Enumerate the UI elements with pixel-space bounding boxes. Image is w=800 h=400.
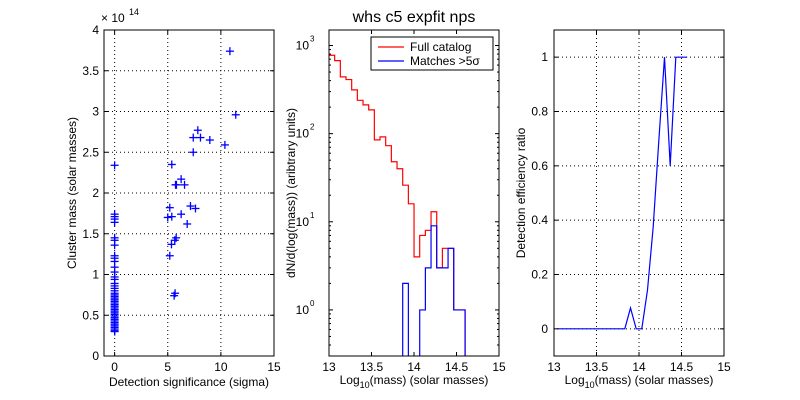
scatter-xtick-label: 15 — [267, 360, 281, 374]
histogram-ytick-exp: 2 — [310, 123, 315, 132]
scatter-point — [183, 219, 192, 228]
efficiency-line — [556, 56, 688, 330]
efficiency-ytick-label: 1 — [541, 50, 548, 64]
figure-title: whs c5 expfit nps — [352, 9, 476, 26]
scatter-point — [167, 240, 176, 249]
histogram-axes-box — [328, 29, 500, 357]
histogram-xtick-label: 14.5 — [445, 360, 469, 374]
histogram-ytick-label: 10 — [296, 39, 310, 53]
scatter-ytick-label: 2 — [92, 186, 99, 200]
efficiency-xlabel-sub: 10 — [585, 380, 595, 390]
histogram-xtick-label: 14 — [407, 360, 421, 374]
efficiency-xtick-label: 14 — [632, 360, 646, 374]
scatter-ytick-label: 0 — [92, 349, 99, 363]
scatter-ytick-label: 0.5 — [82, 308, 99, 322]
histogram-ytick-exp: 0 — [310, 299, 315, 308]
scatter-point — [110, 327, 119, 336]
scatter-ytick-label: 3 — [92, 105, 99, 119]
histogram-series-0 — [329, 54, 466, 356]
efficiency-xtick-label: 14.5 — [670, 360, 694, 374]
scatter-panel: 0 5 10 15 0 0.5 1 1.5 2 2.5 3 3.5 4 × 10 14 Detectio… — [65, 7, 281, 389]
efficiency-xtick-label: 13 — [547, 360, 561, 374]
efficiency-panel: 13 13.5 14 14.5 15 0 0.2 0.4 0.6 0.8 1 Log10(mass)… — [514, 29, 731, 390]
histogram-ytick-label: 10 — [296, 127, 310, 141]
histogram-xlabel: Log10(mass) (solar masses) — [340, 373, 489, 390]
scatter-point — [170, 236, 179, 245]
scatter-grid — [104, 29, 275, 357]
efficiency-xtick-label: 15 — [717, 360, 731, 374]
efficiency-ytick-label: 0.4 — [531, 213, 548, 227]
scatter-point — [189, 148, 198, 157]
histogram-ylabel: dN/d(log(mass)) (aribtrary units) — [284, 108, 298, 278]
efficiency-ylabel: Detection efficiency ratio — [514, 127, 528, 258]
scatter-point — [205, 136, 214, 145]
scatter-point — [165, 251, 174, 260]
histogram-steps — [329, 54, 466, 356]
scatter-point — [220, 140, 229, 149]
efficiency-ytick-label: 0 — [541, 322, 548, 336]
legend-label-matches: Matches >5σ — [410, 54, 480, 68]
scatter-points — [110, 47, 240, 336]
scatter-point — [177, 210, 186, 219]
legend-label-full-catalog: Full catalog — [410, 40, 471, 54]
scatter-xtick-label: 5 — [164, 360, 171, 374]
histogram-ytick-exp: 1 — [310, 211, 315, 220]
scatter-xtick-label: 10 — [214, 360, 228, 374]
efficiency-grid — [553, 30, 725, 356]
scatter-point — [167, 160, 176, 169]
efficiency-ytick-label: 0.2 — [531, 268, 548, 282]
scatter-point — [165, 203, 174, 212]
scatter-point — [110, 218, 119, 227]
scatter-point — [193, 126, 202, 135]
histogram-legend: Full catalog Matches >5σ — [370, 36, 494, 71]
scatter-xlabel: Detection significance (sigma) — [109, 375, 269, 389]
legend-box — [370, 36, 494, 71]
scatter-point — [170, 291, 179, 300]
scatter-point — [180, 180, 189, 189]
efficiency-ytick-label: 0.8 — [531, 105, 548, 119]
scatter-point — [189, 133, 198, 142]
scatter-ticks: 0 5 10 15 0 0.5 1 1.5 2 2.5 3 3.5 4 — [82, 23, 281, 374]
scatter-point — [196, 133, 205, 142]
efficiency-xlabel: Log10(mass) (solar masses) — [565, 373, 714, 390]
histogram-xlabel-rest: (mass) (solar masses) — [370, 373, 489, 387]
scatter-multiplier: × 10 — [101, 11, 125, 25]
scatter-point — [167, 212, 176, 221]
scatter-point — [177, 175, 186, 184]
scatter-point — [191, 204, 200, 213]
scatter-point — [225, 47, 234, 56]
efficiency-xlabel-base: Log — [565, 373, 585, 387]
efficiency-ticks: 13 13.5 14 14.5 15 0 0.2 0.4 0.6 0.8 1 — [531, 30, 731, 374]
scatter-point — [231, 110, 240, 119]
efficiency-line-group — [556, 56, 688, 330]
efficiency-ytick-label: 0.6 — [531, 159, 548, 173]
efficiency-xtick-label: 13.5 — [585, 360, 609, 374]
histogram-xtick-label: 15 — [492, 360, 506, 374]
histogram-xlabel-sub: 10 — [360, 380, 370, 390]
histogram-ytick-label: 10 — [296, 215, 310, 229]
scatter-point — [186, 202, 195, 211]
scatter-ytick-label: 3.5 — [82, 64, 99, 78]
scatter-ylabel: Cluster mass (solar masses) — [65, 117, 79, 269]
histogram-ytick-exp: 3 — [310, 35, 315, 44]
scatter-ytick-label: 1.5 — [82, 227, 99, 241]
efficiency-xlabel-rest: (mass) (solar masses) — [595, 373, 714, 387]
histogram-series-1 — [402, 225, 466, 356]
histogram-xtick-label: 13 — [322, 360, 336, 374]
histogram-xtick-label: 13.5 — [360, 360, 384, 374]
scatter-point — [110, 241, 119, 250]
scatter-ytick-label: 1 — [92, 268, 99, 282]
scatter-point — [110, 161, 119, 170]
scatter-xtick-label: 0 — [111, 360, 118, 374]
scatter-ytick-label: 4 — [92, 23, 99, 37]
scatter-multiplier-exp: 14 — [129, 7, 139, 17]
histogram-xlabel-base: Log — [340, 373, 360, 387]
scatter-point — [172, 180, 181, 189]
histogram-ytick-label: 10 — [296, 303, 310, 317]
scatter-point — [163, 213, 172, 222]
scatter-ytick-label: 2.5 — [82, 145, 99, 159]
